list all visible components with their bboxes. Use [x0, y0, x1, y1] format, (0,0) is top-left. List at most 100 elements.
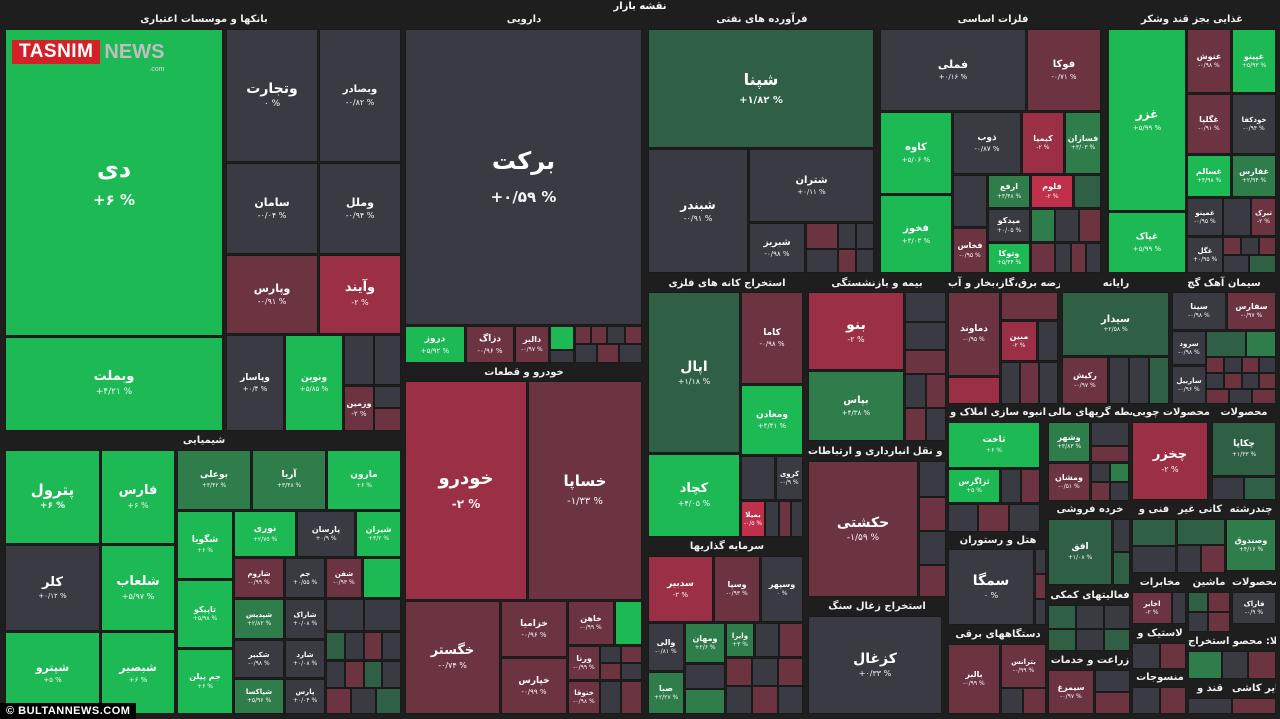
stock-tile-sharak[interactable]: شاراک +۰/۰۸ %	[285, 599, 325, 639]
stock-tile-maroun[interactable]: مارون +۶ %	[327, 450, 401, 510]
stock-tile-vmshan[interactable]: ومشان -۰/۵۱ %	[1048, 463, 1090, 501]
stock-tile-vsepehr[interactable]: وسپهر ۰ %	[761, 556, 803, 622]
stock-tile-petrol[interactable]: پترول +۶ %	[5, 450, 100, 544]
stock-tile-kalor[interactable]: کلر +۰/۱۲ %	[5, 545, 100, 631]
stock-tile-chkhazar[interactable]: چخزر -۲ %	[1132, 422, 1208, 500]
stock-tile-apal[interactable]: اپال +۱/۱۸ %	[648, 292, 740, 453]
stock-tile-ghpak[interactable]: غپاک +۵/۹۹ %	[1108, 212, 1186, 273]
stock-tile-shbandar[interactable]: شبندر -۰/۹۱ %	[648, 149, 748, 273]
stock-tile-fars[interactable]: فارس +۶ %	[101, 450, 175, 544]
stock-tile-ofogh[interactable]: افق +۱/۰۸ %	[1048, 519, 1112, 585]
stock-tile-jam[interactable]: جم +۰/۵۵ %	[285, 558, 325, 598]
stock-tile-vshahr[interactable]: وشهر +۳/۸۳ %	[1048, 422, 1090, 462]
stock-tile-tapiko[interactable]: تاپیکو +۵/۹۸ %	[177, 580, 233, 648]
stock-tile-dzag[interactable]: دزاگ -۰/۹۶ %	[466, 326, 514, 363]
stock-tile-szagros[interactable]: ثزاگرس +۵ %	[948, 469, 1000, 503]
stock-tile-sarbil[interactable]: ساربیل -۰/۹۶ %	[1172, 366, 1206, 404]
stock-tile-sina[interactable]: سینا -۰/۹۸ %	[1172, 292, 1226, 330]
stock-tile-vtejarat[interactable]: وتجارت ۰ %	[226, 29, 318, 162]
stock-tile-vrana[interactable]: ورنا -۰/۹۹ %	[568, 646, 600, 680]
stock-tile-shgooya[interactable]: شگویا +۶ %	[177, 511, 233, 579]
stock-tile-vpars[interactable]: وپارس -۰/۹۱ %	[226, 255, 318, 334]
stock-tile-farak[interactable]: فاراک -۰/۹ %	[1232, 592, 1276, 624]
stock-tile-midko[interactable]: میدکو +۰/۰۵ %	[988, 209, 1030, 242]
stock-tile-khodkafa[interactable]: خودکفا -۰/۹۴ %	[1232, 94, 1276, 154]
stock-tile-simorgh[interactable]: سیمرغ -۰/۹۷ %	[1048, 670, 1094, 714]
stock-tile-aria[interactable]: آریا +۳/۴۸ %	[252, 450, 326, 510]
stock-tile-parsan[interactable]: پارسان +۰/۹ %	[297, 511, 355, 557]
stock-tile-arfa[interactable]: ارفع +۴/۴۸ %	[988, 175, 1030, 208]
stock-tile-sharad[interactable]: شارد +۰/۰۸ %	[285, 640, 325, 678]
stock-tile-fkhouz[interactable]: فخوز +۴/۰۳ %	[880, 195, 952, 273]
stock-tile-saba[interactable]: صبا +۲/۲۷ %	[648, 672, 684, 714]
stock-tile-btrans[interactable]: بترانس -۰/۹۹ %	[1001, 644, 1046, 688]
stock-tile-khahen[interactable]: خاهن -۰/۹۹ %	[568, 601, 614, 645]
stock-tile-shapna[interactable]: شپنا +۱/۸۲ %	[648, 29, 874, 148]
stock-tile-ghgolpa[interactable]: غگلپا -۰/۹۱ %	[1187, 94, 1231, 154]
stock-tile-ghgol[interactable]: غگل +۰/۹۵ %	[1187, 237, 1223, 273]
stock-tile-jam-pilen[interactable]: جم پیلن +۶ %	[177, 649, 233, 714]
stock-tile-damavand[interactable]: دماوند -۰/۹۵ %	[948, 292, 1000, 376]
stock-tile-sidar[interactable]: سیدار +۲/۵۸ %	[1062, 292, 1169, 356]
stock-tile-zob[interactable]: ذوب -۰/۸۷ %	[953, 112, 1021, 174]
stock-tile-fameli[interactable]: فملی +۰/۱۶ %	[880, 29, 1026, 111]
stock-tile-vaira[interactable]: وایرا +۳ %	[726, 623, 754, 657]
stock-tile-ghpino[interactable]: غپینو +۵/۹۳ %	[1232, 29, 1276, 93]
stock-tile-bpas[interactable]: بپاس +۴/۳۸ %	[808, 371, 904, 441]
stock-tile-sroud[interactable]: سرود -۰/۹۸ %	[1172, 331, 1206, 365]
stock-tile-ghnoush[interactable]: غنوش -۰/۹۸ %	[1187, 29, 1231, 93]
stock-tile-vbmellat[interactable]: وبملت +۴/۲۱ %	[5, 337, 223, 431]
stock-tile-vbsader[interactable]: وبصادر -۰/۸۲ %	[319, 29, 401, 162]
stock-tile-fsazan[interactable]: فسازان +۳/۰۳ %	[1065, 112, 1101, 174]
stock-tile-bmila[interactable]: بمیلا -۰/۵ %	[741, 501, 765, 537]
stock-tile-kzoghal[interactable]: کزغال +۰/۳۳ %	[808, 616, 942, 714]
stock-tile-saman[interactable]: سامان -۰/۰۴ %	[226, 163, 318, 254]
stock-tile-vnovin[interactable]: ونوین +۵/۸۵ %	[285, 335, 343, 431]
stock-tile-vmellal[interactable]: وملل -۰/۹۴ %	[319, 163, 401, 254]
stock-tile-barkat[interactable]: برکت +۰/۵۹ %	[405, 29, 642, 325]
stock-tile-nouri[interactable]: نوری +۲/۷۵ %	[234, 511, 296, 557]
stock-tile-ghazar[interactable]: غزر +۵/۹۹ %	[1108, 29, 1186, 211]
stock-tile-khzamia[interactable]: خزامیا -۰/۹۶ %	[501, 601, 567, 657]
stock-tile-sharoum[interactable]: شاروم -۰/۹۹ %	[234, 558, 284, 598]
stock-tile-pars[interactable]: پارس +۰/۰۴ %	[285, 679, 325, 714]
stock-tile-vzamin[interactable]: وزمین -۲ %	[344, 386, 374, 431]
stock-tile-darouz[interactable]: دروز +۵/۹۲ %	[405, 326, 465, 363]
stock-tile-shlaab[interactable]: شپترو +۵ %	[5, 632, 100, 714]
stock-tile-akhaber[interactable]: اخابر -۲ %	[1132, 592, 1172, 624]
stock-tile-ghfars[interactable]: غفارس +۲/۹۴ %	[1232, 155, 1276, 197]
stock-tile-sadbir[interactable]: سدبیر -۲ %	[648, 556, 713, 622]
stock-tile-folom[interactable]: فلوم -۲ %	[1031, 175, 1073, 208]
stock-tile-khgostar[interactable]: خگستر -۰/۷۴ %	[405, 601, 500, 714]
stock-tile-sfars[interactable]: سفارس -۰/۹۷ %	[1227, 292, 1276, 330]
stock-tile-khtouqa[interactable]: ختوقا -۰/۹۸ %	[568, 681, 600, 714]
stock-tile-shiran[interactable]: شیران +۳/۲ %	[356, 511, 401, 557]
stock-tile-fkhas[interactable]: فخاس -۰/۹۵ %	[953, 228, 987, 273]
stock-tile-samga[interactable]: سمگا ۰ %	[948, 549, 1034, 625]
stock-tile-tabarok[interactable]: تبرک -۲ %	[1251, 198, 1276, 236]
stock-tile-hkeshti[interactable]: حکشتی -۱/۵۹ %	[808, 461, 918, 597]
stock-tile-shakbir[interactable]: شکبیر -۰/۹۸ %	[234, 640, 284, 678]
stock-tile-khpars[interactable]: خپارس -۰/۹۹ %	[501, 658, 567, 714]
stock-tile-kaveh[interactable]: کاوه +۵/۰۶ %	[880, 112, 952, 194]
stock-tile-kimia[interactable]: کیمیا -۲ %	[1022, 112, 1064, 174]
stock-tile-vmaaden[interactable]: ومعادن +۴/۴۱ %	[741, 385, 803, 455]
stock-tile-khsapa[interactable]: خساپا -۱/۳۳ %	[528, 381, 642, 600]
stock-tile-sakht[interactable]: ثاخت +۶ %	[948, 422, 1040, 468]
stock-tile-vpasar[interactable]: وپاسار +۰/۴ %	[226, 335, 284, 431]
stock-tile-kama[interactable]: کاما -۰/۹۸ %	[741, 292, 803, 384]
stock-tile-mobin[interactable]: مبین -۲ %	[1001, 321, 1037, 361]
stock-tile-shbasir[interactable]: شبصیر +۶ %	[101, 632, 175, 714]
stock-tile-khodro[interactable]: خودرو -۲ %	[405, 381, 527, 600]
stock-tile-shpdis[interactable]: شپدیس +۲/۸۲ %	[234, 599, 284, 639]
stock-tile-ghmino[interactable]: غمینو -۰/۹۵ %	[1187, 198, 1223, 236]
stock-tile-dalbar[interactable]: دالبر -۰/۹۷ %	[515, 326, 549, 363]
stock-tile-shbariz[interactable]: شبریز -۰/۹۸ %	[749, 223, 805, 273]
stock-tile-vtouka[interactable]: وتوکا +۵/۴۴ %	[988, 243, 1030, 273]
stock-tile-chkapa[interactable]: چکاپا +۱/۳۳ %	[1212, 422, 1276, 476]
stock-tile-fouka[interactable]: فوکا -۰/۷۱ %	[1027, 29, 1101, 111]
stock-tile-rkish[interactable]: رکیش -۰/۹۷ %	[1062, 357, 1108, 404]
stock-tile-kchad[interactable]: کچاد +۴/۰۵ %	[648, 454, 740, 537]
stock-tile-vsapa[interactable]: وسپا -۰/۹۳ %	[714, 556, 760, 622]
stock-tile-bno[interactable]: بنو -۲ %	[808, 292, 904, 370]
